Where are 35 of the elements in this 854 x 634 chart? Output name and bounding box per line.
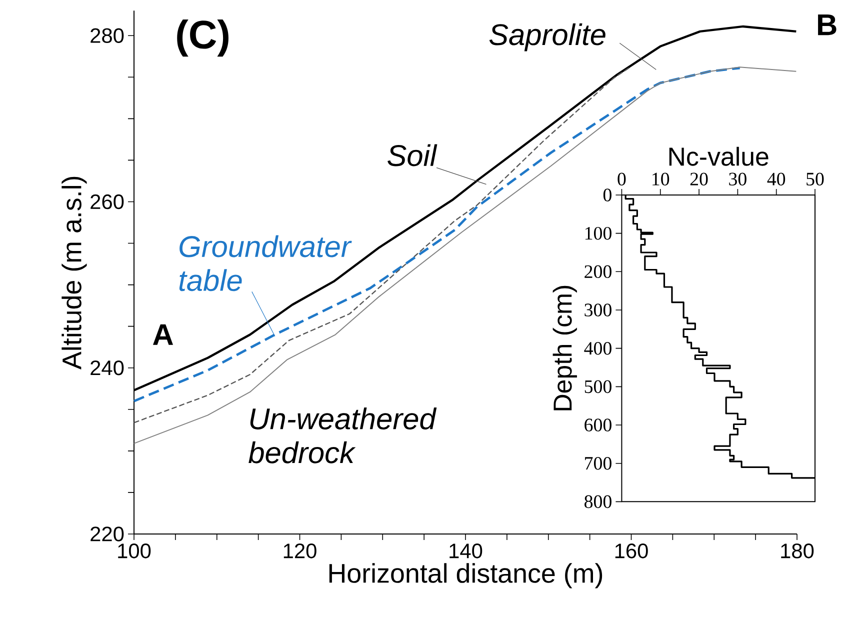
x-tick-label: 10 [652,172,670,186]
x-axis-title: Horizontal distance (m) [329,563,602,588]
y-tick-label: 700 [585,456,612,470]
y-axis-title: Depth (cm) [552,286,577,410]
x-tick-label: 180 [781,544,814,558]
annotation: Groundwater table [179,235,352,292]
x-tick-label: 20 [690,172,708,186]
annotation: A [152,324,174,345]
y-axis-title: Altitude (m a.s.l) [62,176,87,370]
x-tick-label: 50 [806,172,824,186]
y-tick-label: 200 [584,265,612,278]
y-tick-label: 100 [585,226,612,240]
x-axis-title: Nc-value [669,146,768,166]
y-tick-label: 280 [90,28,124,44]
text: B [818,14,836,36]
x-tick-label: 30 [729,172,746,186]
y-tick-label: 220 [90,526,124,542]
y-tick-label: 300 [584,304,612,316]
x-tick-label: 160 [615,544,648,558]
x-tick-label: 0 [618,172,626,186]
annotation: Saprolite [489,23,606,52]
y-tick-label: 600 [584,418,612,432]
x-tick-label: 40 [767,172,786,186]
y-tick-label: 500 [584,380,612,394]
y-tick-label: 0 [603,188,612,202]
y-tick-label: 400 [584,342,612,355]
x-tick-label: 100 [118,544,151,558]
x-tick-label: 120 [284,544,316,558]
annotation: Soil [388,144,438,166]
annotation: (C) [177,20,228,57]
y-tick-label: 260 [90,194,124,210]
annotation: Un-weathered bedrock [248,408,437,464]
x-tick-label: 140 [450,544,482,558]
y-tick-label: 800 [584,495,612,508]
y-tick-label: 240 [90,360,124,376]
